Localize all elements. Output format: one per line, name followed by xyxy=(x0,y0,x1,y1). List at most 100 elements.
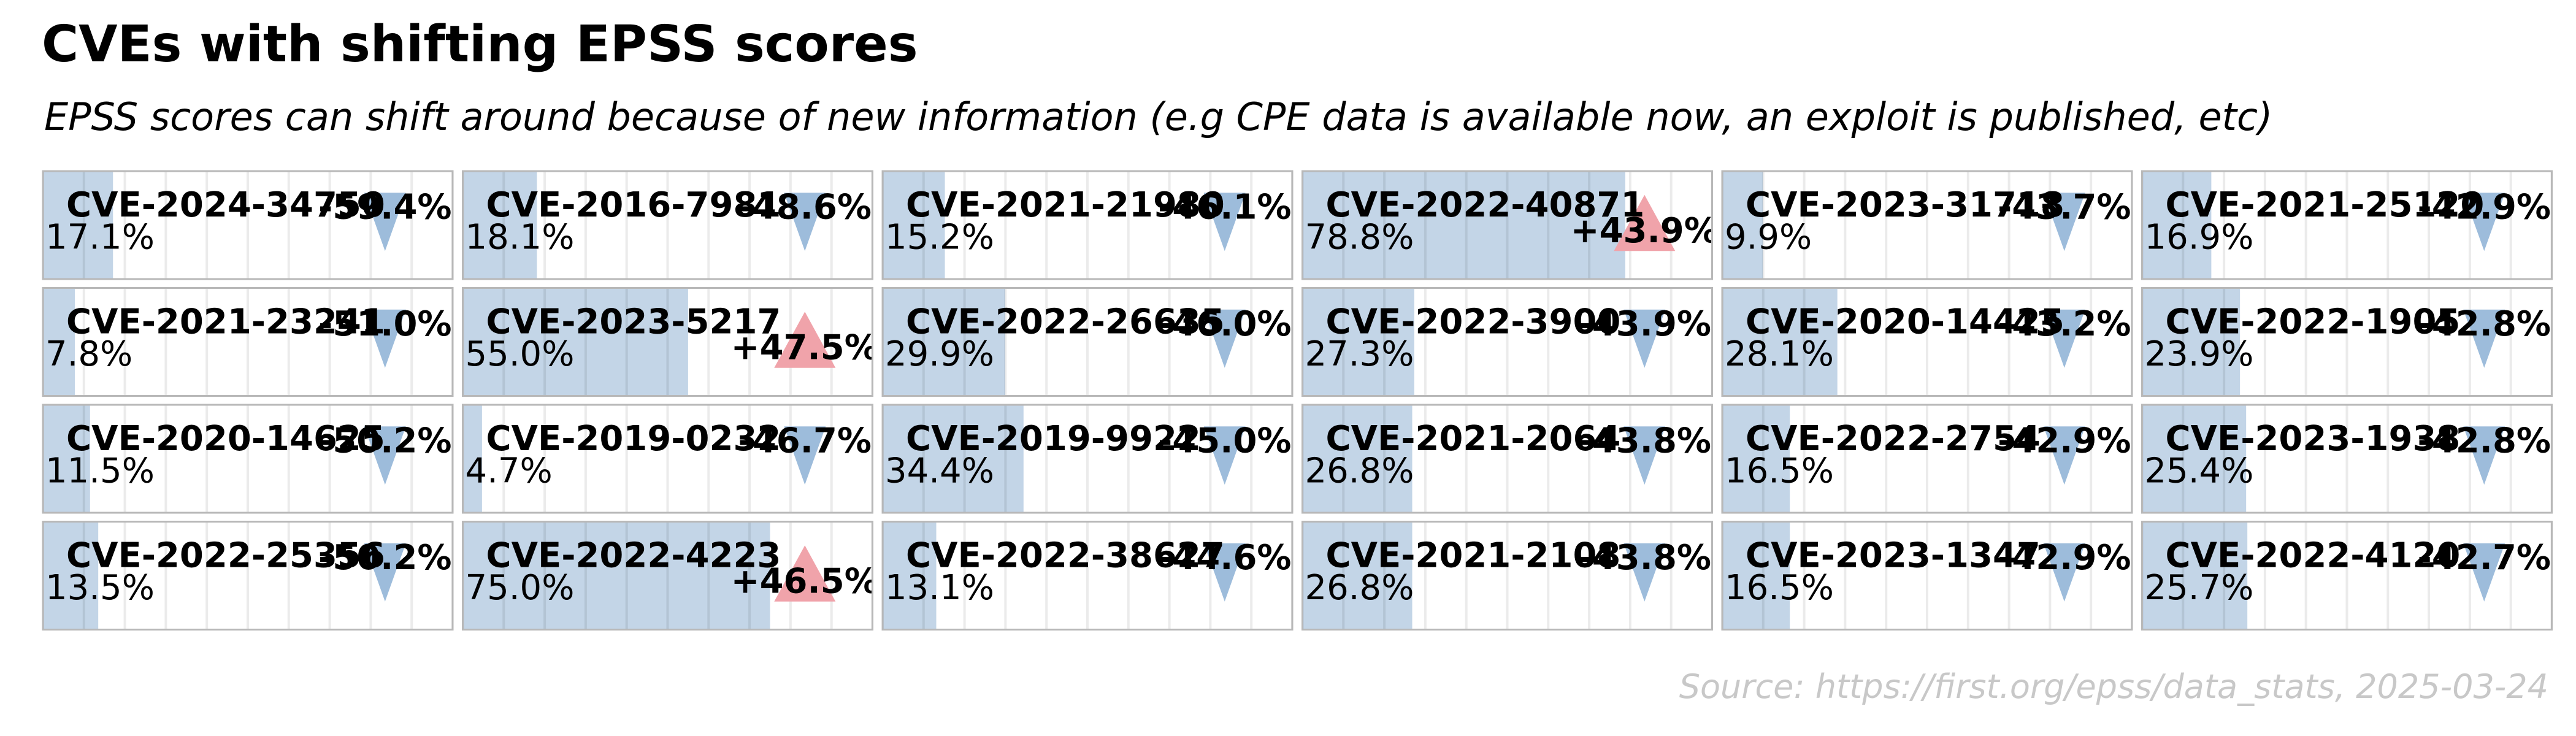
epss-label: 16.9% xyxy=(2145,218,2254,258)
cve-id: CVE-2022-4223 xyxy=(486,535,781,575)
change-triangle xyxy=(364,543,406,602)
change-label: -50.2% xyxy=(318,538,452,578)
epss-label: 28.1% xyxy=(1725,334,1834,374)
change-triangle xyxy=(1614,194,1676,251)
change-label: -44.6% xyxy=(1158,538,1292,578)
epss-label: 11.5% xyxy=(45,451,155,491)
bar xyxy=(2142,405,2247,513)
epss-label: 4.7% xyxy=(466,451,553,491)
bar xyxy=(1302,521,1413,630)
cve-id: CVE-2019-9922 xyxy=(906,419,1201,459)
change-label: -43.8% xyxy=(1578,421,1712,461)
epss-label: 55.0% xyxy=(466,334,575,374)
bar xyxy=(462,405,482,513)
change-label: -45.0% xyxy=(1158,421,1292,461)
cve-id: CVE-2022-3900 xyxy=(1326,302,1621,342)
epss-label: 13.5% xyxy=(45,568,155,608)
panel-border xyxy=(462,404,873,514)
title: CVEs with shifting EPSS scores xyxy=(42,15,918,74)
change-label: -46.0% xyxy=(1158,304,1292,344)
change-triangle xyxy=(784,426,826,485)
cve-id: CVE-2023-5217 xyxy=(486,302,781,342)
change-triangle xyxy=(2463,543,2505,602)
bar xyxy=(2142,288,2241,396)
panel-border xyxy=(2141,521,2553,631)
change-label: -46.7% xyxy=(738,421,872,461)
panel-border xyxy=(462,287,873,397)
change-label: -48.6% xyxy=(738,187,872,227)
panel-border xyxy=(2141,404,2553,514)
epss-label: 27.3% xyxy=(1305,334,1414,374)
bar xyxy=(1722,288,1838,396)
change-triangle xyxy=(2043,193,2085,251)
epss-label: 26.8% xyxy=(1305,451,1414,491)
change-triangle xyxy=(1203,309,1246,368)
change-triangle xyxy=(1203,543,1246,602)
bar xyxy=(43,405,90,513)
bar xyxy=(883,521,937,630)
change-triangle xyxy=(774,312,836,368)
change-triangle xyxy=(1203,193,1246,251)
cve-id: CVE-2023-31718 xyxy=(1746,185,2064,225)
bar xyxy=(462,171,537,279)
change-triangle xyxy=(2463,426,2505,485)
panel-border xyxy=(1721,287,2133,397)
bar xyxy=(1722,171,1763,279)
bar xyxy=(462,521,770,630)
panel-border xyxy=(1721,404,2133,514)
change-label: +43.9% xyxy=(1571,211,1719,251)
panel-border xyxy=(1721,170,2133,280)
change-triangle xyxy=(1203,426,1246,485)
panel-border xyxy=(42,170,454,280)
panel-border xyxy=(462,521,873,631)
cve-id: CVE-2019-0232 xyxy=(486,419,781,459)
epss-label: 78.8% xyxy=(1305,218,1414,258)
epss-label: 75.0% xyxy=(466,568,575,608)
change-triangle xyxy=(364,426,406,485)
bar xyxy=(1302,288,1414,396)
epss-label: 23.9% xyxy=(2145,334,2254,374)
cve-id: CVE-2021-25120 xyxy=(2166,185,2485,225)
bar xyxy=(43,521,99,630)
epss-label: 18.1% xyxy=(466,218,575,258)
change-label: +46.5% xyxy=(731,562,879,602)
change-label: -43.8% xyxy=(1578,538,1712,578)
change-triangle xyxy=(774,545,836,602)
change-triangle xyxy=(784,193,826,251)
bar xyxy=(883,405,1024,513)
bar xyxy=(43,171,113,279)
epss-label: 25.7% xyxy=(2145,568,2254,608)
cve-id: CVE-2016-7981 xyxy=(486,185,781,225)
bar xyxy=(1722,521,1790,630)
epss-label: 9.9% xyxy=(1725,218,1812,258)
bar xyxy=(2142,171,2212,279)
bar xyxy=(1302,405,1413,513)
epss-label: 15.2% xyxy=(885,218,994,258)
cve-id: CVE-2023-1347 xyxy=(1746,535,2041,575)
change-triangle xyxy=(364,309,406,368)
change-triangle xyxy=(2043,543,2085,602)
change-label: -43.2% xyxy=(1998,304,2131,344)
change-label: -42.8% xyxy=(2418,304,2551,344)
change-triangle xyxy=(364,193,406,251)
epss-label: 16.5% xyxy=(1725,451,1834,491)
bar xyxy=(43,288,75,396)
bar xyxy=(1302,171,1625,279)
panel-border xyxy=(462,170,873,280)
